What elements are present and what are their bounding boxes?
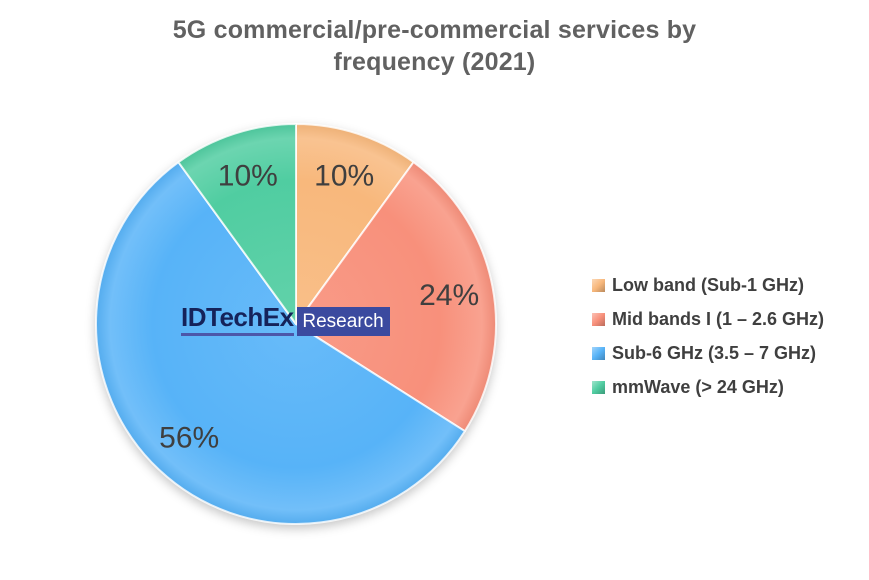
legend-item-1: Low band (Sub-1 GHz) <box>592 268 824 302</box>
pie-slice-4 <box>177 123 297 325</box>
idtechex-logo: IDTechEx Research <box>181 303 390 336</box>
pie-slice-2 <box>295 161 497 433</box>
legend-item-4: mmWave (> 24 GHz) <box>592 370 824 404</box>
pie-slice-1 <box>295 123 415 325</box>
legend-swatch-icon <box>592 346 605 360</box>
legend-item-3: Sub-6 GHz (3.5 – 7 GHz) <box>592 336 824 370</box>
legend-swatch-icon <box>592 380 605 394</box>
chart-legend: Low band (Sub-1 GHz) Mid bands I (1 – 2.6… <box>592 268 824 404</box>
pie-slice-3 <box>95 161 466 525</box>
legend-label: mmWave (> 24 GHz) <box>612 376 784 397</box>
legend-label: Low band (Sub-1 GHz) <box>612 274 804 295</box>
legend-label: Mid bands I (1 – 2.6 GHz) <box>612 308 825 329</box>
logo-brand-wrap: IDTechEx <box>181 303 294 336</box>
logo-research-badge: Research <box>296 307 390 336</box>
chart-title: 5G commercial/pre-commercial services by… <box>0 14 869 78</box>
slice-percentage-label-3: 56% <box>159 422 219 455</box>
logo-brand-text: IDTechEx <box>181 302 294 332</box>
legend-swatch-icon <box>592 312 605 326</box>
legend-label: Sub-6 GHz (3.5 – 7 GHz) <box>612 342 817 363</box>
legend-swatch-icon <box>592 278 605 292</box>
chart-title-line-2: frequency (2021) <box>333 48 536 76</box>
chart-title-line-1: 5G commercial/pre-commercial services by <box>172 16 697 44</box>
pie-slice-labels: 10% 24% 56% 10% <box>159 160 479 455</box>
logo-underline <box>181 333 294 336</box>
slice-percentage-label-1: 10% <box>314 160 374 193</box>
slice-percentage-label-4: 10% <box>218 160 278 193</box>
pie-slices <box>95 123 497 525</box>
legend-item-2: Mid bands I (1 – 2.6 GHz) <box>592 302 824 336</box>
slice-percentage-label-2: 24% <box>419 279 479 312</box>
